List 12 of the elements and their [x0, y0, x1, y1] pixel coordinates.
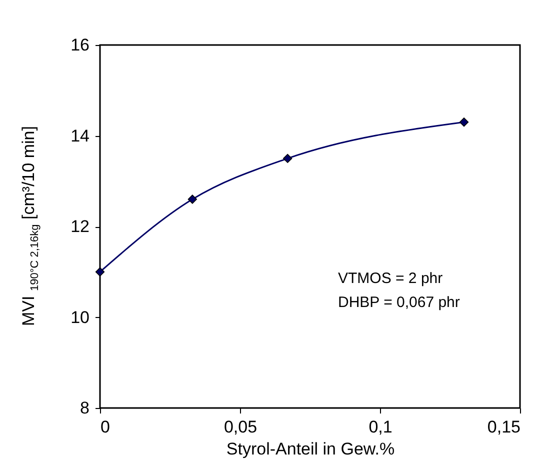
annotation: DHBP = 0,067 phr	[338, 294, 460, 311]
x-tick-label: 0,1	[368, 418, 392, 436]
y-tick-label: 8	[80, 398, 90, 418]
y-tick-label: 16	[70, 36, 90, 54]
x-axis-title: Styrol-Anteil in Gew.%	[226, 440, 395, 458]
y-tick-label: 14	[70, 126, 90, 146]
x-tick-label: 0	[100, 418, 110, 436]
x-tick-label: 0,15	[487, 418, 520, 436]
annotation: VTMOS = 2 phr	[338, 270, 443, 287]
y-tick-label: 10	[70, 308, 90, 327]
y-tick-label: 12	[70, 217, 90, 236]
x-tick-label: 0,05	[224, 418, 258, 436]
